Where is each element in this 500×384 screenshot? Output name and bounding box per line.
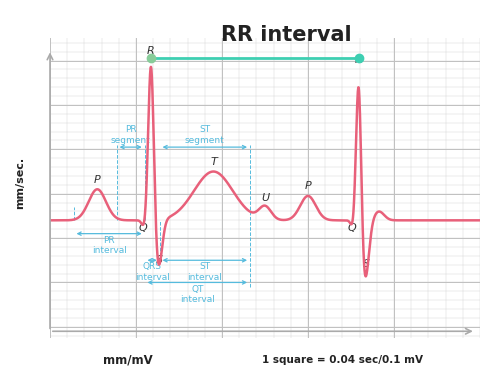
Text: R: R xyxy=(355,55,362,65)
Text: mm/mV: mm/mV xyxy=(102,354,152,367)
Text: 1 square = 0.04 sec/0.1 mV: 1 square = 0.04 sec/0.1 mV xyxy=(262,355,423,365)
Text: QRS
interval: QRS interval xyxy=(134,263,170,282)
Text: QT
interval: QT interval xyxy=(180,285,214,304)
Text: R: R xyxy=(147,46,155,56)
Text: P: P xyxy=(94,175,100,185)
Text: RR interval: RR interval xyxy=(221,25,352,45)
Text: ST
segment: ST segment xyxy=(185,126,224,145)
Text: ST
interval: ST interval xyxy=(188,263,222,282)
Text: P: P xyxy=(304,182,312,192)
Text: Q: Q xyxy=(348,223,356,233)
Text: S: S xyxy=(362,259,370,269)
Text: PR
interval: PR interval xyxy=(92,236,126,255)
Text: Q: Q xyxy=(139,223,147,233)
Text: S: S xyxy=(156,255,163,265)
Text: T: T xyxy=(210,157,217,167)
Text: U: U xyxy=(261,193,269,203)
Text: mm/sec.: mm/sec. xyxy=(15,157,25,209)
Text: PR
segment: PR segment xyxy=(111,126,150,145)
